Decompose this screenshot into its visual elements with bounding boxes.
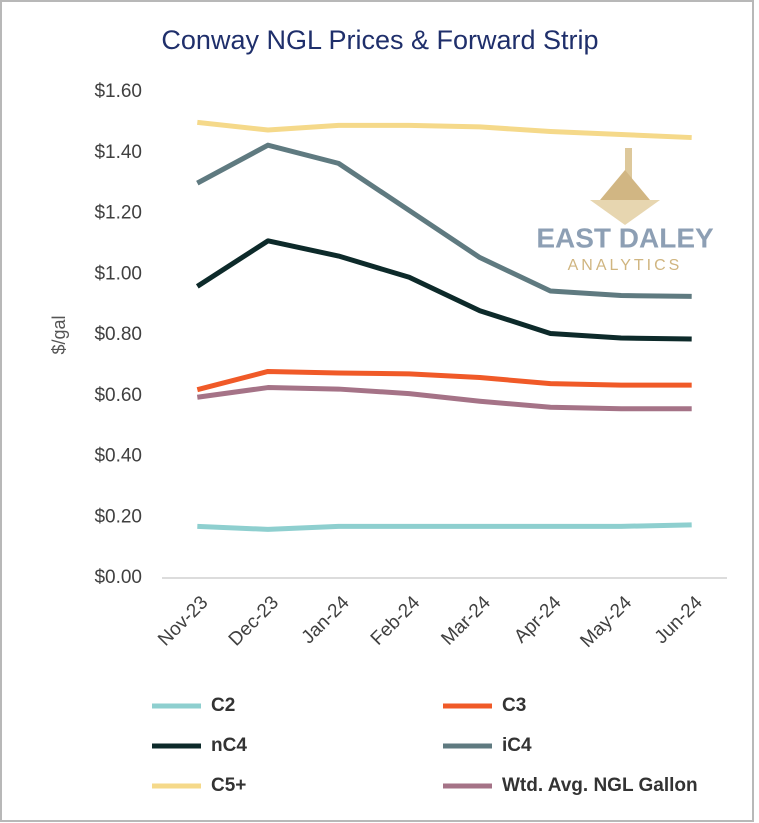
y-tick-label: $0.60 bbox=[94, 385, 142, 406]
series-line bbox=[197, 119, 692, 141]
series-line bbox=[196, 368, 692, 393]
y-tick-label: $1.20 bbox=[94, 203, 142, 224]
logo-base bbox=[590, 200, 660, 225]
legend-label: nC4 bbox=[211, 735, 247, 756]
y-tick-label: $1.40 bbox=[94, 142, 142, 163]
logo-roof bbox=[600, 170, 650, 200]
logo-name: EAST DALEY bbox=[536, 222, 714, 253]
y-tick-label: $0.00 bbox=[94, 567, 142, 588]
series-line bbox=[196, 385, 692, 412]
y-tick-label: $0.20 bbox=[94, 506, 142, 527]
legend-label: C5+ bbox=[211, 775, 246, 796]
chart-title: Conway NGL Prices & Forward Strip bbox=[161, 25, 598, 55]
y-tick-label: $1.60 bbox=[94, 81, 142, 102]
series-line bbox=[195, 238, 692, 342]
legend-label: C3 bbox=[502, 695, 526, 716]
legend-label: Wtd. Avg. NGL Gallon bbox=[502, 775, 698, 796]
logo-tagline: ANALYTICS bbox=[568, 257, 683, 274]
y-tick-label: $0.80 bbox=[94, 324, 142, 345]
y-tick-label: $0.40 bbox=[94, 446, 142, 467]
series-line bbox=[197, 522, 692, 532]
legend-label: iC4 bbox=[502, 735, 532, 756]
logo: EAST DALEY ANALYTICS bbox=[536, 148, 714, 274]
y-axis-label: $/gal bbox=[49, 315, 69, 354]
series-line bbox=[196, 142, 692, 299]
y-tick-label: $1.00 bbox=[94, 263, 142, 284]
legend-label: C2 bbox=[211, 695, 235, 716]
